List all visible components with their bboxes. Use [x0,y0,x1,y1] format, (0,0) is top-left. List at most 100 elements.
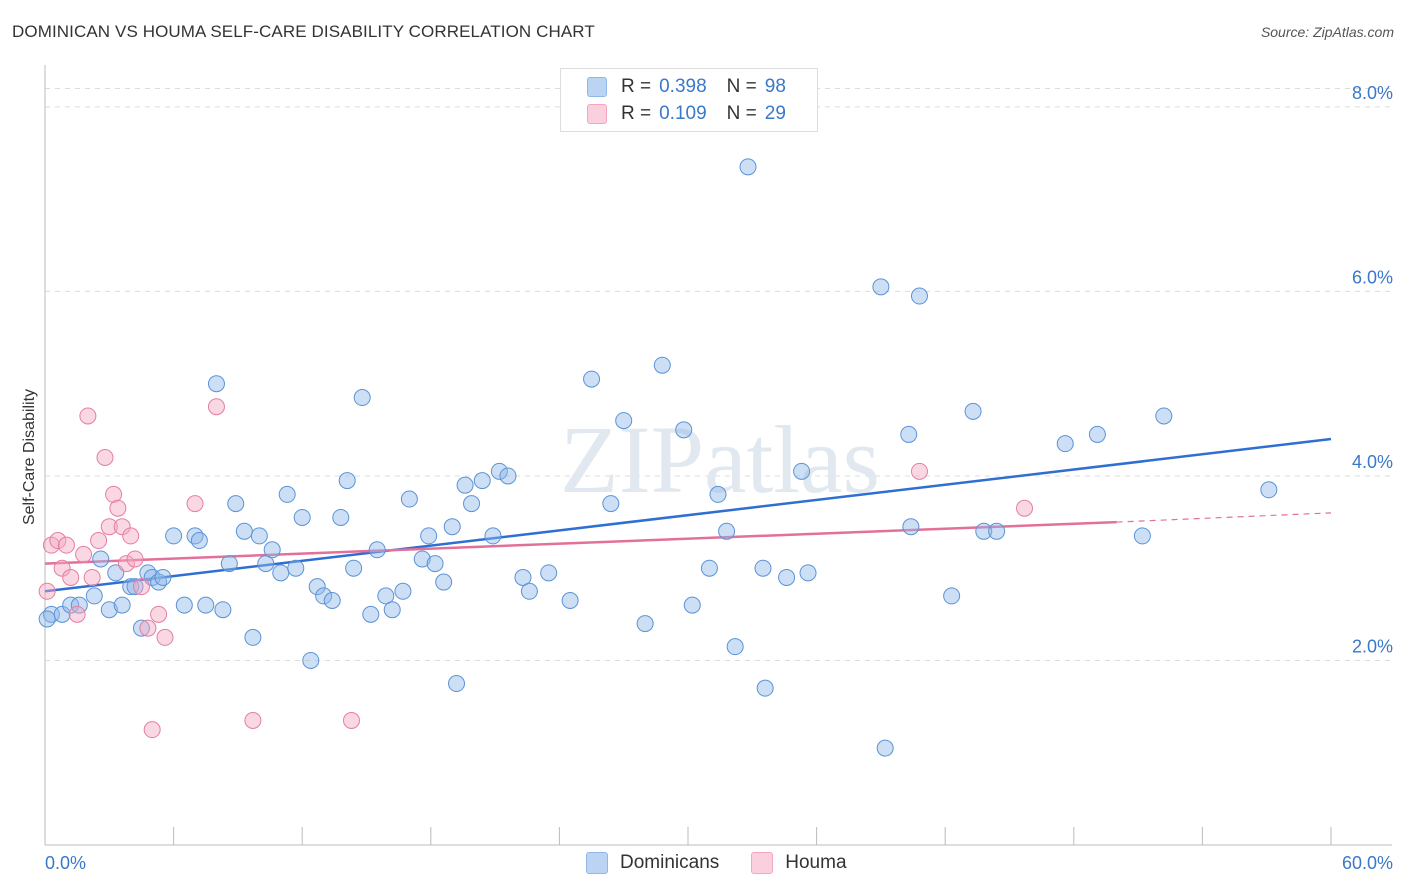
dominican-point [876,739,894,757]
dominican-point [754,559,772,577]
dominican-point [293,508,311,526]
dominican-point [583,370,601,388]
y-tick-label: 4.0% [1352,452,1393,472]
houma-point [117,555,135,573]
dominican-point [362,605,380,623]
dominican-point [207,375,225,393]
dominican-point [1260,481,1278,499]
dominican-point [126,578,144,596]
dominican-point [220,555,238,573]
houma-point [57,536,75,554]
legend-item-houma[interactable]: Houma [751,852,847,874]
houma-point [910,462,928,480]
houma-point [244,711,262,729]
dominican-point [709,485,727,503]
dominican-point [910,287,928,305]
houma-point [126,550,144,568]
dominican-point [602,495,620,513]
dominican-point [244,628,262,646]
dominican-point [38,610,56,628]
legend-swatch-houma [751,852,774,874]
houma-point [143,721,161,739]
legend-swatch-houma [587,104,607,124]
dominican-point [257,555,275,573]
houma-point [49,532,67,550]
dominican-point [1133,527,1151,545]
dominican-point [793,462,811,480]
houma-point [132,578,150,596]
dominican-point [700,559,718,577]
dominican-point [975,522,993,540]
dominican-point [561,592,579,610]
dominican-point [227,495,245,513]
houma-point [156,628,174,646]
dominican-point [520,582,538,600]
dominican-point [456,476,474,494]
legend-r-value: 0.398 [659,76,707,97]
legend-swatch-dominicans [586,852,608,874]
axes [44,65,1392,846]
dominican-point [302,651,320,669]
houma-point [79,407,97,425]
legend-swatch-dominicans [587,77,607,97]
dominican-point [190,532,208,550]
dominican-point [250,527,268,545]
dominican-point [353,389,371,407]
houma-trend-line [44,520,1117,565]
dominican-point [615,412,633,430]
legend-n-label: N = [726,103,757,124]
dominican-point [332,508,350,526]
dominican-point [1088,425,1106,443]
houma-point [100,518,118,536]
legend-n-value: 98 [764,76,786,97]
dominican-point [197,596,215,614]
dominican-point [514,568,532,586]
dominican-point [988,522,1006,540]
y-tick-label: 2.0% [1352,636,1393,656]
houma-point [186,495,204,513]
dominican-point [653,356,671,374]
houma-point [38,582,56,600]
dominican-point [287,559,305,577]
dominican-point [872,278,890,296]
legend-row-dominicans: R = 0.398 N = 98 [587,74,786,100]
houma-point [68,605,86,623]
dominican-point [400,490,418,508]
dominican-point [943,587,961,605]
grid-lines [45,87,1392,661]
legend-n-value: 29 [764,103,786,124]
axis-labels: 2.0% 4.0% 6.0% 8.0% 0.0% 60.0% Self-Care Disab… [21,83,1393,873]
legend-item-dominicans[interactable]: Dominicans [586,852,719,874]
chart-title: DOMINICAN VS HOUMA SELF-CARE DISABILITY … [12,22,595,41]
dominican-point [463,495,481,513]
dominican-point [132,619,150,637]
x-tick-label: 0.0% [45,853,86,873]
dominican-point [263,541,281,559]
dominican-point [308,578,326,596]
houma-point [83,568,101,586]
legend-r-value: 0.109 [659,103,707,124]
dominican-point [92,550,110,568]
dominican-point [165,527,183,545]
legend-r-label: R = [621,76,652,97]
dominican-point [413,550,431,568]
dominican-trend-line [44,437,1332,593]
houma-point [342,711,360,729]
dominican-point [799,564,817,582]
y-tick-label: 8.0% [1352,83,1393,103]
dominican-point [778,568,796,586]
dominican-point [448,675,466,693]
series-legend: Dominicans Houma [586,852,879,874]
data-points [38,158,1278,757]
dominican-point [100,601,118,619]
dominican-point [315,587,333,605]
houma-point [150,605,168,623]
legend-r-label: R = [621,103,652,124]
houma-point [1016,499,1034,517]
legend-row-houma: R = 0.109 N = 29 [587,101,786,127]
legend-n-label: N = [726,76,757,97]
dominican-point [490,462,508,480]
houma-point [109,499,127,517]
dominican-point [345,559,363,577]
dominican-point [900,425,918,443]
